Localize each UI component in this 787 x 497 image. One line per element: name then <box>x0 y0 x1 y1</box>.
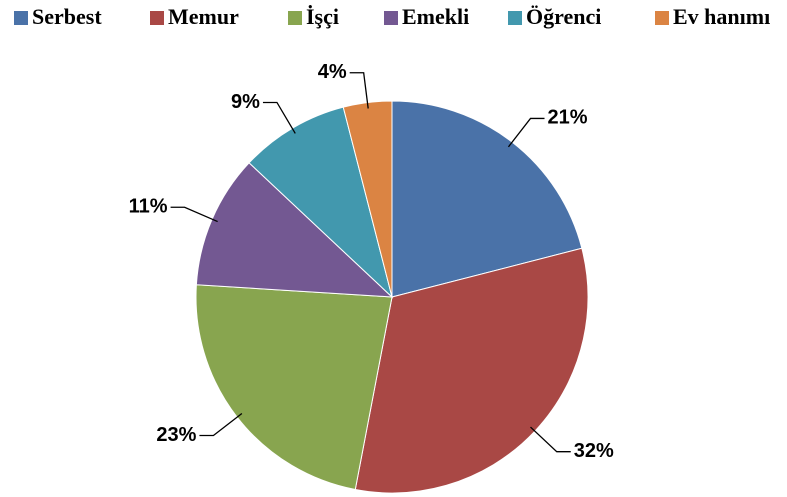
legend-swatch <box>150 11 164 25</box>
data-label: 21% <box>548 107 588 129</box>
leader-line <box>507 117 545 148</box>
leader-line <box>170 206 218 223</box>
legend-label: Ev hanımı <box>673 4 770 29</box>
data-label: 11% <box>129 196 168 218</box>
legend-swatch <box>655 11 669 25</box>
data-label: 4% <box>318 61 347 83</box>
legend-label: Serbest <box>32 4 102 29</box>
legend-swatch <box>288 11 302 25</box>
legend-label: Emekli <box>402 4 469 29</box>
data-label: 32% <box>574 440 614 462</box>
leader-line <box>530 426 571 453</box>
leader-line <box>349 72 369 109</box>
leader-line <box>262 101 296 134</box>
leader-line <box>199 412 243 437</box>
data-label: 23% <box>156 424 196 446</box>
data-label: 9% <box>231 91 260 113</box>
legend-label: Öğrenci <box>526 4 601 29</box>
legend-label: İşçi <box>306 4 339 29</box>
legend-swatch <box>384 11 398 25</box>
legend-label: Memur <box>168 4 239 29</box>
legend-swatch <box>14 11 28 25</box>
legend-swatch <box>508 11 522 25</box>
